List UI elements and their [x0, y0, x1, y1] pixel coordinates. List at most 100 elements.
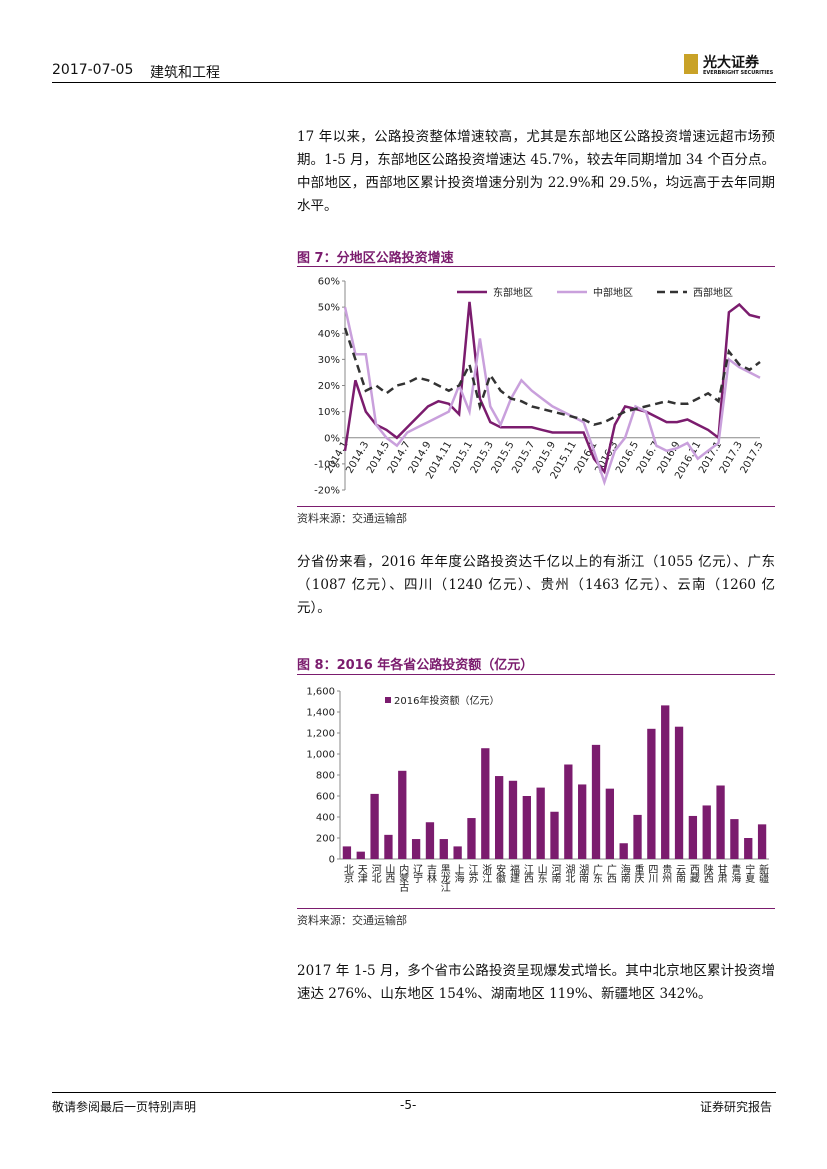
- figure-source: 资料来源：交通运输部: [297, 512, 407, 525]
- x-tick-label: 湖北: [563, 864, 575, 883]
- x-tick-label: 四川: [646, 864, 658, 883]
- x-tick-label: 海南: [618, 863, 630, 883]
- x-tick-label: 广东: [591, 864, 603, 883]
- y-tick-label: 1,000: [306, 750, 335, 761]
- bar: [356, 851, 365, 859]
- x-tick-label: 陕西: [701, 863, 713, 883]
- y-tick-label: 40%: [318, 329, 340, 340]
- x-tick-label: 青海: [729, 863, 741, 884]
- y-tick-label: 0%: [324, 433, 340, 444]
- footer-right: 证券研究报告: [700, 1100, 773, 1114]
- x-tick-label: 黑龙江: [438, 864, 450, 892]
- x-tick-label: 河南: [549, 864, 561, 883]
- logo-mark: [684, 54, 698, 74]
- y-tick-label: -10%: [314, 459, 340, 470]
- legend-label: 中部地区: [593, 286, 633, 299]
- header-sector: 建筑和工程: [150, 65, 220, 81]
- bar: [757, 824, 767, 859]
- y-tick-label: 1,400: [306, 708, 335, 719]
- line-series: [343, 301, 761, 475]
- x-tick-label: 安徽: [494, 863, 506, 884]
- bar: [744, 838, 753, 859]
- x-tick-label: 上海: [452, 864, 464, 884]
- legend-label: 2016年投资额（亿元）: [394, 694, 499, 707]
- x-tick-label: 辽宁: [411, 864, 423, 883]
- y-tick-label: 1,200: [306, 729, 335, 740]
- y-tick-label: 60%: [318, 277, 340, 288]
- footer-page: -5-: [400, 1098, 417, 1112]
- bar: [494, 776, 504, 859]
- bar: [536, 787, 545, 859]
- figure-title: 图 7：分地区公路投资增速: [297, 251, 454, 266]
- figure-rule: [297, 266, 775, 267]
- legend-label: 东部地区: [493, 286, 533, 299]
- figure-title: 图 8：2016 年各省公路投资额（亿元）: [297, 658, 534, 673]
- bar: [633, 814, 642, 859]
- bar: [439, 839, 448, 859]
- y-tick-label: -20%: [314, 486, 340, 497]
- header-rule: [52, 82, 776, 83]
- y-tick-label: 200: [316, 834, 335, 845]
- x-tick-label: 北京: [341, 864, 353, 884]
- x-tick-label: 甘肃: [715, 863, 727, 884]
- figure-rule: [297, 674, 775, 675]
- legend-label: 西部地区: [693, 286, 733, 299]
- x-tick-label: 山西: [383, 864, 395, 883]
- x-tick-label: 江苏: [466, 864, 478, 884]
- x-tick-label: 重庆: [632, 863, 644, 884]
- bar: [453, 846, 462, 859]
- bar: [398, 770, 407, 859]
- x-tick-label: 山东: [535, 864, 547, 883]
- line-chart: -20%-10%0%10%20%30%40%50%60%2014.12014.3…: [314, 277, 765, 497]
- y-tick-label: 10%: [318, 407, 340, 418]
- bar: [481, 748, 490, 859]
- line-series: [343, 306, 761, 487]
- bar: [370, 793, 379, 859]
- y-tick-label: 20%: [318, 381, 340, 392]
- figure-rule: [297, 908, 775, 909]
- paragraph: 17 年以来，公路投资整体增速较高，尤其是东部地区公路投资增速远超市场预期。1-…: [297, 129, 775, 214]
- bar-chart: 02004006008001,0001,2001,4001,600北京 天津 河北山…: [306, 687, 769, 893]
- x-tick-label: 吉林: [424, 864, 436, 884]
- bar: [605, 788, 615, 859]
- bar: [425, 822, 435, 859]
- x-tick-label: 贵州: [660, 863, 672, 883]
- y-tick-label: 800: [316, 771, 335, 782]
- footer-left: 敬请参阅最后一页特别声明: [52, 1100, 197, 1114]
- y-tick-label: 1,600: [306, 687, 335, 698]
- y-tick-label: 0: [329, 855, 335, 866]
- bar: [508, 780, 518, 859]
- bar: [467, 818, 476, 859]
- paragraph: 分省份来看，2016 年年度公路投资达千亿以上的有浙江（1055 亿元）、广东（…: [297, 554, 775, 616]
- bar: [647, 728, 656, 859]
- footer-rule: [52, 1092, 776, 1093]
- y-tick-label: 50%: [318, 303, 340, 314]
- figure-rule: [297, 506, 775, 507]
- x-tick-label: 西藏: [687, 864, 699, 884]
- y-tick-label: 600: [316, 792, 335, 803]
- y-tick-label: 30%: [318, 355, 340, 366]
- y-tick-label: 400: [316, 813, 335, 824]
- bar: [411, 839, 421, 859]
- bar: [342, 846, 352, 859]
- bar: [674, 726, 684, 859]
- bar: [702, 805, 711, 859]
- bar: [550, 811, 559, 859]
- bar: [591, 744, 601, 859]
- x-tick-label: 内蒙古: [397, 863, 409, 893]
- bar: [661, 705, 670, 859]
- bar: [578, 784, 587, 859]
- bar: [688, 815, 698, 859]
- legend-swatch: [385, 697, 391, 703]
- logo: 光大证券: [703, 55, 759, 71]
- line-series: [343, 327, 761, 427]
- bar: [522, 796, 531, 859]
- x-tick-label: 湖南: [577, 864, 589, 883]
- x-tick-label: 浙江: [480, 864, 492, 883]
- x-tick-label: 河北: [369, 864, 381, 883]
- x-tick-label: 福建: [507, 863, 519, 883]
- x-tick-label: 天津: [355, 864, 367, 884]
- header-date: 2017-07-05: [52, 62, 134, 78]
- figure-source: 资料来源：交通运输部: [297, 914, 407, 927]
